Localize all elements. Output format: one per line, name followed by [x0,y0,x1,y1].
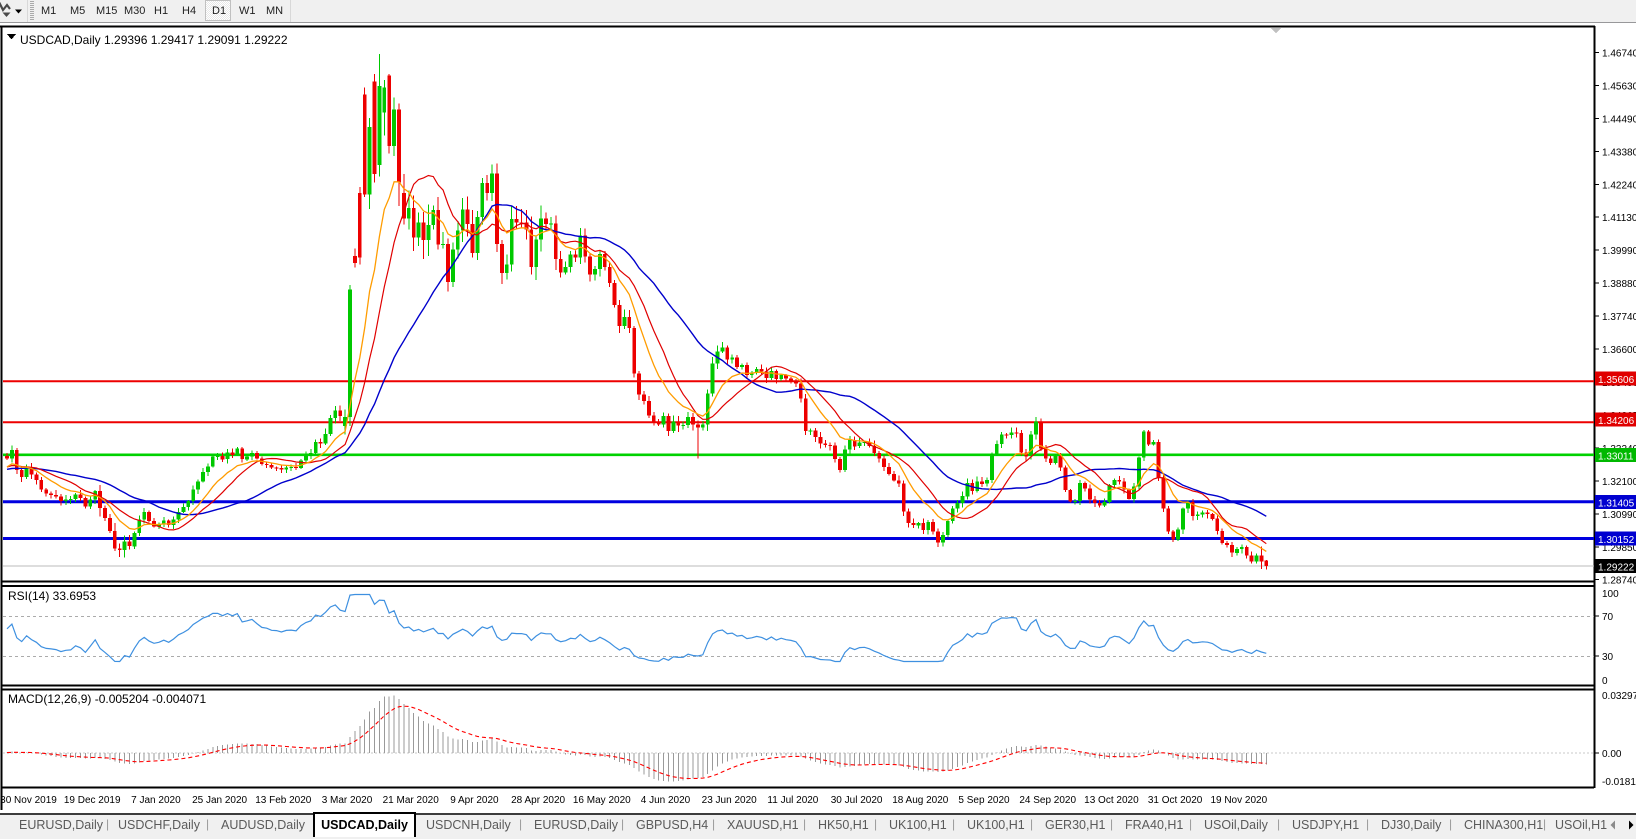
svg-text:18 Aug 2020: 18 Aug 2020 [892,795,949,806]
svg-text:USDCAD,Daily 1.29396 1.29417: USDCAD,Daily 1.29396 1.29417 1.29091 1.2… [20,33,288,47]
svg-text:1.33011: 1.33011 [1598,451,1634,462]
svg-text:23 Jun 2020: 23 Jun 2020 [702,795,757,806]
svg-text:100: 100 [1602,589,1619,600]
svg-text:1.45630: 1.45630 [1602,82,1636,93]
svg-text:30: 30 [1602,652,1614,663]
svg-text:7 Jan 2020: 7 Jan 2020 [131,795,181,806]
svg-text:0.032972: 0.032972 [1602,691,1636,702]
svg-text:1.38880: 1.38880 [1602,279,1636,290]
svg-text:1.44490: 1.44490 [1602,114,1636,125]
svg-text:MACD(12,26,9) -0.005204 -0.004: MACD(12,26,9) -0.005204 -0.004071 [8,692,206,706]
svg-text:0.00: 0.00 [1602,749,1622,760]
svg-text:21 Mar 2020: 21 Mar 2020 [383,795,440,806]
svg-text:24 Sep 2020: 24 Sep 2020 [1019,795,1076,806]
svg-text:16 May 2020: 16 May 2020 [573,795,631,806]
svg-text:1.39990: 1.39990 [1602,246,1636,257]
svg-text:25 Jan 2020: 25 Jan 2020 [192,795,247,806]
svg-text:1.37740: 1.37740 [1602,312,1636,323]
svg-text:1.46740: 1.46740 [1602,49,1636,60]
svg-text:1.32100: 1.32100 [1602,477,1636,488]
svg-text:19 Nov 2020: 19 Nov 2020 [1210,795,1267,806]
svg-text:1.29850: 1.29850 [1602,543,1636,554]
svg-text:1.34206: 1.34206 [1598,416,1635,427]
svg-text:19 Dec 2019: 19 Dec 2019 [64,795,121,806]
svg-text:30 Nov 2019: 30 Nov 2019 [0,795,57,806]
svg-text:11 Jul 2020: 11 Jul 2020 [767,795,818,806]
svg-text:1.31405: 1.31405 [1598,498,1635,509]
svg-text:1.28740: 1.28740 [1602,576,1636,587]
svg-text:5 Sep 2020: 5 Sep 2020 [958,795,1010,806]
svg-text:RSI(14) 33.6953: RSI(14) 33.6953 [8,589,96,603]
svg-text:9 Apr 2020: 9 Apr 2020 [450,795,499,806]
svg-text:30 Jul 2020: 30 Jul 2020 [831,795,883,806]
svg-text:1.35606: 1.35606 [1598,375,1635,386]
svg-text:1.36600: 1.36600 [1602,345,1636,356]
svg-text:1.30990: 1.30990 [1602,510,1636,521]
svg-text:1.42240: 1.42240 [1602,180,1636,191]
svg-text:1.41130: 1.41130 [1602,213,1636,224]
svg-text:4 Jun 2020: 4 Jun 2020 [641,795,691,806]
svg-text:13 Feb 2020: 13 Feb 2020 [255,795,312,806]
svg-text:0: 0 [1602,676,1608,687]
svg-text:13 Oct 2020: 13 Oct 2020 [1084,795,1139,806]
svg-text:1.43380: 1.43380 [1602,147,1636,158]
svg-text:31 Oct 2020: 31 Oct 2020 [1148,795,1203,806]
svg-text:70: 70 [1602,612,1614,623]
svg-text:28 Apr 2020: 28 Apr 2020 [511,795,565,806]
svg-text:1.30152: 1.30152 [1598,535,1635,546]
svg-text:-0.018154: -0.018154 [1602,777,1636,788]
svg-text:3 Mar 2020: 3 Mar 2020 [322,795,373,806]
svg-text:1.29222: 1.29222 [1598,562,1635,573]
